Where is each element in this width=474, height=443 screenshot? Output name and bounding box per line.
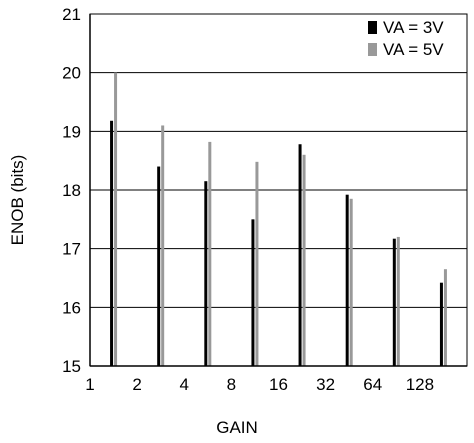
x-tick-label: 32: [316, 375, 335, 394]
bar: [208, 141, 212, 366]
y-tick-label: 20: [62, 64, 81, 83]
bar: [251, 219, 255, 366]
legend-label: VA = 3V: [383, 18, 444, 37]
bar: [439, 282, 443, 366]
bar: [298, 144, 302, 366]
y-tick-label: 17: [62, 240, 81, 259]
bar: [204, 181, 208, 366]
x-axis-label: GAIN: [216, 418, 258, 437]
bar: [349, 198, 353, 366]
legend: VA = 3V VA = 5V: [368, 18, 444, 59]
x-tick-label: 1: [85, 375, 94, 394]
legend-label: VA = 5V: [383, 40, 444, 59]
legend-swatch: [368, 21, 377, 34]
y-tick-label: 15: [62, 357, 81, 376]
bar: [114, 72, 118, 367]
bar: [161, 125, 165, 366]
bar: [392, 238, 396, 366]
bar: [110, 120, 114, 366]
x-tick-labels: 1 2 4 8 16 32 64 128: [85, 375, 434, 394]
bar: [255, 161, 259, 366]
y-tick-label: 18: [62, 181, 81, 200]
y-axis-label-wrap: ENOB (bits): [8, 155, 28, 246]
x-tick-label: 16: [269, 375, 288, 394]
bar: [443, 269, 447, 366]
y-tick-label: 21: [62, 5, 81, 24]
x-tick-label: 8: [227, 375, 236, 394]
bars: [110, 72, 447, 367]
x-tick-label: 4: [180, 375, 189, 394]
x-tick-label: 2: [132, 375, 141, 394]
y-tick-label: 16: [62, 298, 81, 317]
y-tick-label: 19: [62, 122, 81, 141]
x-tick-label: 64: [363, 375, 382, 394]
bar: [345, 194, 349, 366]
bar: [302, 154, 306, 366]
bar: [157, 166, 161, 366]
x-tick-label: 128: [406, 375, 434, 394]
plot-frame: [89, 13, 468, 367]
y-tick-labels: 15 16 17 18 19 20 21: [62, 5, 81, 376]
y-axis-label: ENOB (bits): [8, 154, 27, 246]
bar: [396, 236, 400, 366]
legend-swatch: [368, 43, 377, 56]
